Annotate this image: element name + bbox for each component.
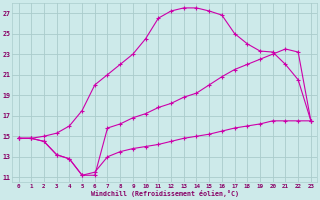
- X-axis label: Windchill (Refroidissement éolien,°C): Windchill (Refroidissement éolien,°C): [91, 190, 239, 197]
